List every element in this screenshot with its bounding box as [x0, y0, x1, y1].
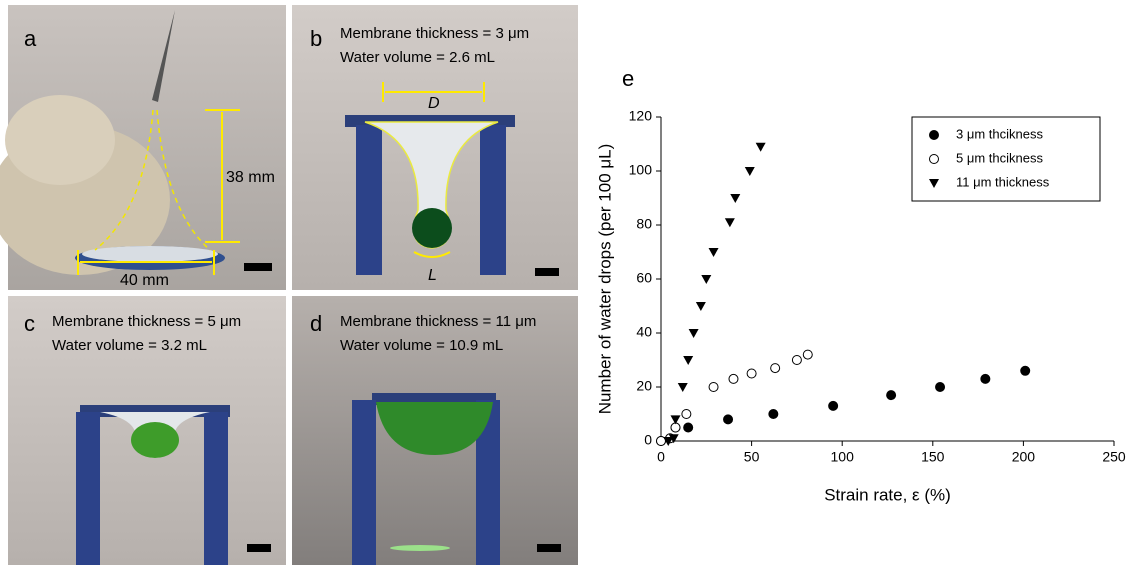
- panel-text: Membrane thickness = 11 μm: [340, 313, 536, 330]
- marker: [755, 142, 766, 152]
- chart: 0 50 100 150 200 250 0 20 40 60 80 100 120 Strain rat…: [595, 108, 1125, 505]
- marker: [663, 437, 674, 446]
- marker: [770, 363, 781, 374]
- photo-c: c Membrane thickness = 5 μm Water volume…: [8, 296, 286, 565]
- x-tick-label: 150: [921, 449, 945, 465]
- marker: [688, 329, 699, 338]
- marker: [730, 194, 741, 203]
- panel-text: Membrane thickness = 5 μm: [52, 313, 241, 330]
- panel-label: e: [622, 66, 634, 91]
- panel-text: Membrane thickness = 3 μm: [340, 25, 529, 42]
- y-tick-label: 80: [636, 216, 652, 232]
- marker: [723, 414, 734, 425]
- dimension-label: 40 mm: [120, 272, 169, 289]
- marker: [802, 349, 813, 360]
- panel-label: c: [24, 311, 35, 336]
- marker: [681, 409, 692, 419]
- photo-a: a 38 mm 40 mm: [0, 5, 286, 290]
- x-tick-label: 50: [744, 449, 760, 465]
- panel-text: Water volume = 10.9 mL: [340, 337, 503, 354]
- marker: [746, 368, 757, 379]
- x-tick-label: 200: [1012, 449, 1036, 465]
- marker: [828, 400, 839, 411]
- y-axis-label: Number of water drops (per 100 μL): [595, 144, 614, 415]
- y-tick-label: 100: [629, 162, 653, 178]
- marker: [683, 422, 694, 433]
- legend-label: 11 μm thickness: [956, 174, 1050, 189]
- y-tick-label: 0: [644, 432, 652, 448]
- marker: [708, 382, 719, 392]
- panel-text: Water volume = 2.6 mL: [340, 49, 495, 66]
- marker: [701, 275, 712, 284]
- marker: [683, 356, 694, 365]
- marker: [708, 248, 719, 257]
- legend-label: 3 μm thcikness: [956, 126, 1043, 141]
- x-tick-label: 0: [657, 449, 665, 465]
- y-tick-label: 40: [636, 324, 652, 340]
- dimension-label: L: [428, 267, 437, 284]
- marker: [724, 218, 735, 228]
- legend-marker: [929, 179, 939, 188]
- marker: [744, 167, 755, 176]
- marker: [1020, 365, 1031, 376]
- x-tick-label: 250: [1102, 449, 1126, 465]
- dimension-label: D: [428, 95, 440, 112]
- panel-text: Water volume = 3.2 mL: [52, 337, 207, 354]
- y-tick-label: 60: [636, 270, 652, 286]
- marker: [695, 302, 706, 311]
- panel-label: d: [310, 311, 322, 336]
- photo-d: d Membrane thickness = 11 μm Water volum…: [292, 296, 578, 565]
- dimension-label: 38 mm: [226, 169, 275, 186]
- y-tick-label: 20: [636, 378, 652, 394]
- marker: [935, 382, 946, 392]
- legend-box: [911, 116, 1101, 202]
- marker: [980, 373, 991, 384]
- panel-label: b: [310, 26, 322, 51]
- x-tick-label: 100: [831, 449, 855, 465]
- panel-label: a: [24, 26, 37, 51]
- marker: [886, 390, 897, 401]
- marker: [677, 383, 688, 392]
- marker: [768, 409, 779, 419]
- marker: [728, 373, 739, 384]
- marker: [668, 434, 679, 444]
- legend-marker: [929, 154, 939, 164]
- photo-b: b Membrane thickness = 3 μm Water volume…: [292, 5, 578, 290]
- marker: [791, 355, 802, 365]
- marker: [670, 415, 681, 425]
- x-axis-label: Strain rate, ε (%): [824, 485, 951, 504]
- y-tick-label: 120: [629, 108, 653, 124]
- legend-label: 5 μm thcikness: [956, 150, 1043, 165]
- legend-marker: [929, 130, 939, 140]
